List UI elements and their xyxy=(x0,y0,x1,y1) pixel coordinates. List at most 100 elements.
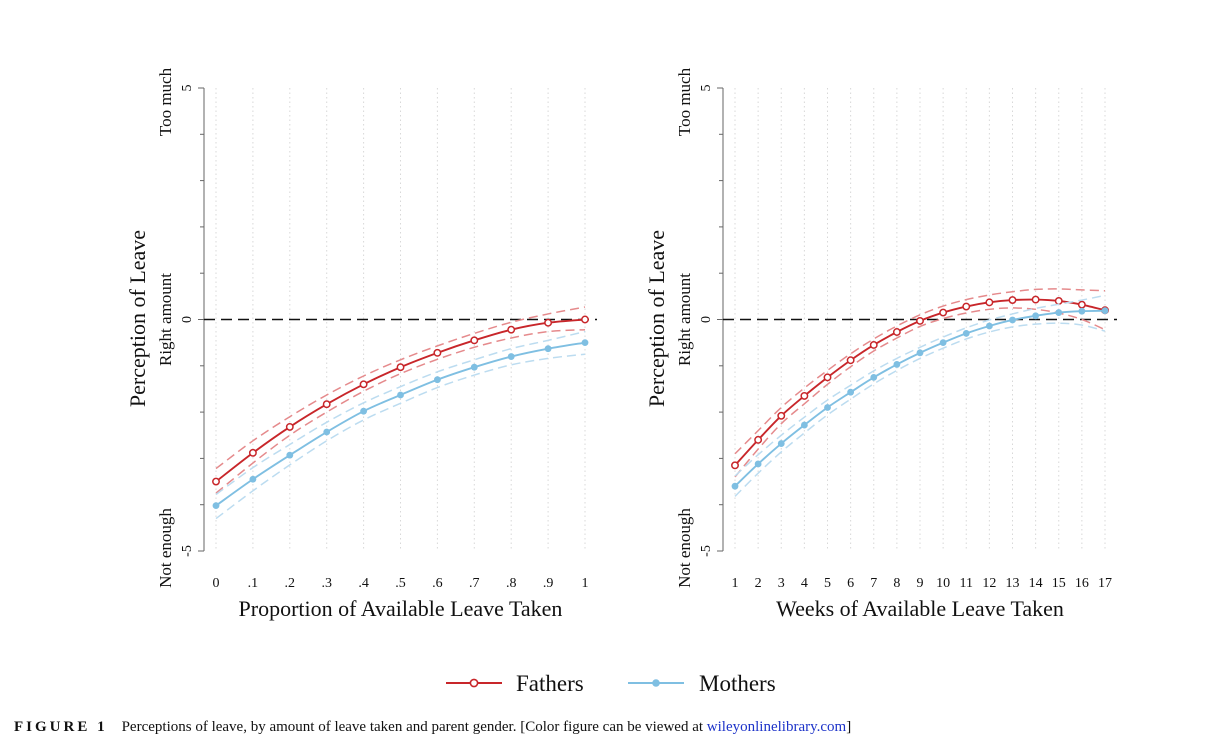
point-mothers xyxy=(1055,309,1063,316)
point-mothers xyxy=(985,322,993,330)
point-mothers xyxy=(1032,312,1040,320)
ci-lower-mothers xyxy=(215,353,586,520)
x-tick-label: 15 xyxy=(1052,576,1066,591)
x-tick-label: .4 xyxy=(358,576,369,591)
point-mothers xyxy=(847,388,855,396)
legend-fathers-marker xyxy=(469,678,479,688)
x-tick-label: 1 xyxy=(732,576,739,591)
y-annotation-top: Too much xyxy=(156,67,175,136)
legend-mothers-label: Mothers xyxy=(699,671,776,696)
point-mothers xyxy=(824,404,831,411)
y-annotation-middle: Right amount xyxy=(675,273,694,366)
x-axis-title: Proportion of Available Leave Taken xyxy=(239,596,563,621)
caption-end: ] xyxy=(846,719,852,735)
y-tick-label: 5 xyxy=(699,85,714,92)
point-fathers xyxy=(869,341,878,349)
point-mothers xyxy=(434,376,441,384)
point-fathers xyxy=(359,380,368,389)
x-tick-label: 0 xyxy=(213,576,220,591)
point-fathers xyxy=(892,328,901,336)
ci-upper-mothers xyxy=(734,294,1106,477)
point-fathers xyxy=(846,356,855,365)
point-fathers xyxy=(396,363,405,372)
point-mothers xyxy=(544,345,552,353)
y-annotation-bottom: Not enough xyxy=(156,508,175,588)
point-fathers xyxy=(285,422,294,431)
x-tick-label: 6 xyxy=(847,576,854,591)
point-fathers xyxy=(754,435,763,444)
x-tick-label: .9 xyxy=(543,576,554,591)
point-mothers xyxy=(470,363,478,371)
x-tick-label: .7 xyxy=(469,576,480,591)
point-mothers xyxy=(286,451,294,459)
point-mothers xyxy=(212,502,220,510)
y-annotation-top: Too much xyxy=(675,67,694,136)
point-fathers xyxy=(544,318,553,327)
point-mothers xyxy=(962,329,970,337)
x-tick-label: .8 xyxy=(506,576,517,591)
point-mothers xyxy=(731,482,739,490)
point-fathers xyxy=(433,348,442,357)
y-annotation-bottom: Not enough xyxy=(675,508,694,588)
x-tick-label: 11 xyxy=(960,576,973,591)
figure-caption: FIGURE 1 Perceptions of leave, by amount … xyxy=(14,719,1194,736)
caption-figure-label: FIGURE 1 xyxy=(14,719,108,735)
x-axis-title: Weeks of Available Leave Taken xyxy=(776,596,1064,621)
x-tick-label: 7 xyxy=(870,576,877,591)
x-tick-label: .5 xyxy=(395,576,406,591)
point-mothers xyxy=(249,475,257,483)
point-fathers xyxy=(962,302,971,311)
x-tick-label: 3 xyxy=(778,576,785,591)
point-mothers xyxy=(1078,307,1086,315)
x-tick-label: 17 xyxy=(1098,576,1112,591)
point-mothers xyxy=(1101,307,1109,315)
ci-upper-fathers xyxy=(734,288,1106,455)
point-mothers xyxy=(777,440,785,447)
point-fathers xyxy=(1077,300,1086,309)
point-fathers xyxy=(800,391,809,400)
point-mothers xyxy=(800,421,808,429)
x-tick-label: 16 xyxy=(1075,576,1089,591)
chart-panel-1: 0 .1 .2 .3 .4 .5 .6 .7 .8 .9 1 5 0 -5 Too much Right am… xyxy=(125,67,597,621)
x-tick-label: .1 xyxy=(248,576,259,591)
x-tick-label: 8 xyxy=(893,576,900,591)
point-fathers xyxy=(212,477,220,486)
point-fathers xyxy=(916,316,924,325)
point-mothers xyxy=(323,428,331,436)
y-tick-label: 0 xyxy=(699,316,714,323)
point-fathers xyxy=(1008,296,1017,305)
x-tick-label: 4 xyxy=(801,576,808,591)
x-tick-label: 2 xyxy=(755,576,762,591)
ci-upper-mothers xyxy=(215,330,586,496)
point-fathers xyxy=(823,373,832,382)
x-tick-label: 14 xyxy=(1029,576,1043,591)
x-tick-label: .2 xyxy=(285,576,296,591)
point-mothers xyxy=(1009,316,1016,324)
caption-link[interactable]: wileyonlinelibrary.com xyxy=(706,719,847,735)
legend: Fathers Mothers xyxy=(446,671,776,696)
point-mothers xyxy=(939,339,947,347)
x-tick-label: 9 xyxy=(917,576,924,591)
point-mothers xyxy=(360,407,367,415)
x-tick-label: .6 xyxy=(432,576,443,591)
caption-text: Perceptions of leave, by amount of leave… xyxy=(121,719,707,735)
point-fathers xyxy=(939,308,948,317)
y-tick-label: 0 xyxy=(180,316,195,323)
point-mothers xyxy=(916,349,924,357)
point-mothers xyxy=(507,353,515,360)
point-fathers xyxy=(985,298,994,307)
point-fathers xyxy=(507,325,516,334)
x-tick-label: 1 xyxy=(582,576,589,591)
y-tick-label: -5 xyxy=(180,545,195,557)
legend-fathers-label: Fathers xyxy=(516,671,584,696)
x-tick-label: 5 xyxy=(824,576,831,591)
x-tick-label: .3 xyxy=(321,576,332,591)
legend-mothers-marker xyxy=(652,679,660,687)
point-mothers xyxy=(581,339,589,347)
point-fathers xyxy=(248,448,257,457)
x-tick-label: 10 xyxy=(936,576,950,591)
ci-upper-fathers xyxy=(215,306,586,470)
point-fathers xyxy=(581,315,589,324)
